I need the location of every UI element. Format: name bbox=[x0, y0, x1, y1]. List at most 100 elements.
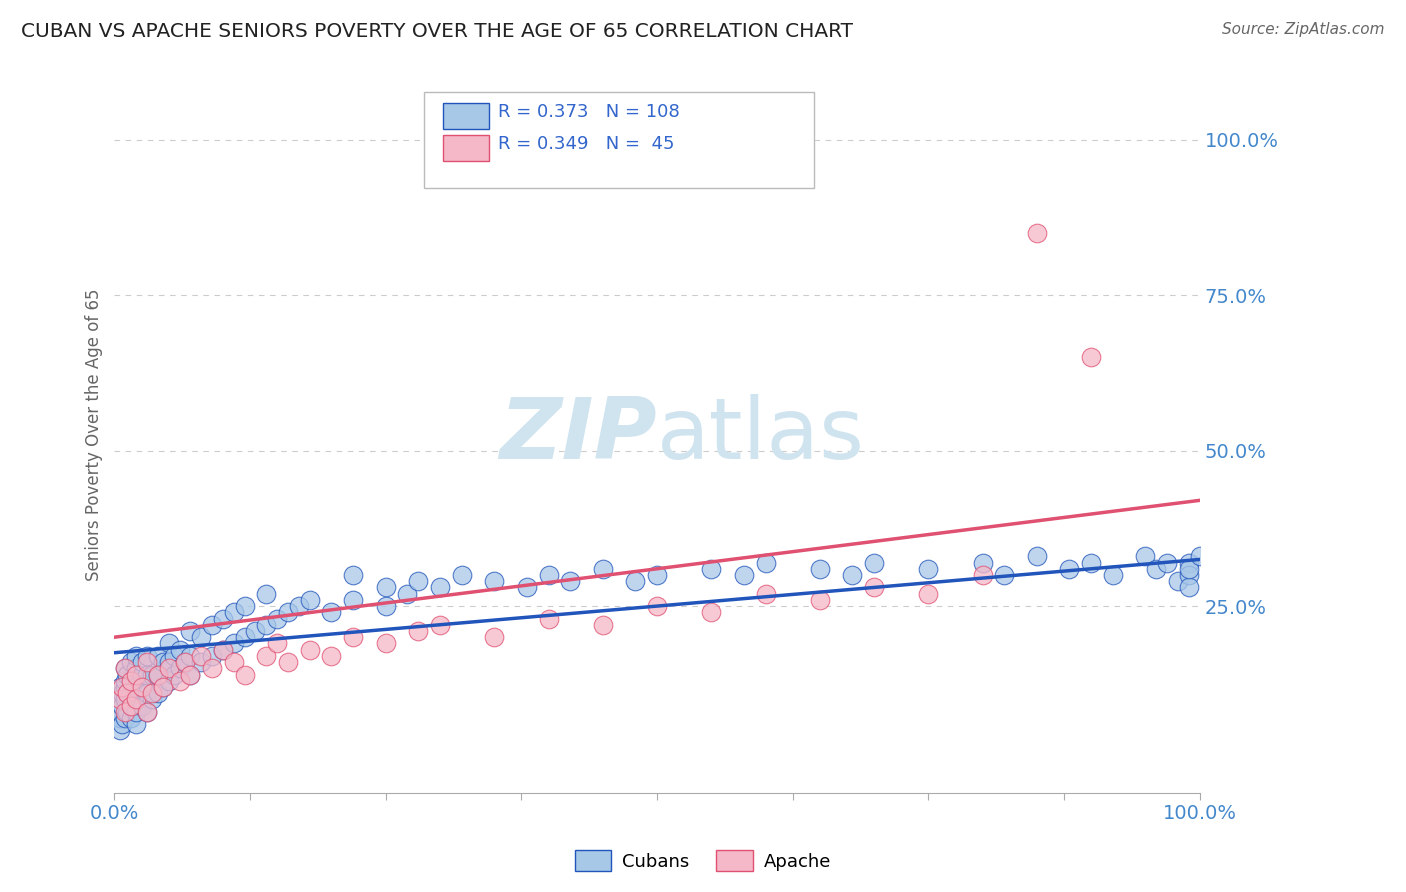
Point bbox=[212, 642, 235, 657]
Point bbox=[624, 574, 647, 589]
Point bbox=[131, 680, 153, 694]
Point bbox=[111, 680, 134, 694]
Point bbox=[342, 593, 364, 607]
Point bbox=[163, 648, 186, 663]
Point bbox=[114, 680, 136, 694]
Point bbox=[125, 692, 148, 706]
Point bbox=[136, 705, 159, 719]
Point bbox=[190, 648, 212, 663]
Point bbox=[972, 556, 994, 570]
Point bbox=[201, 648, 224, 663]
Point bbox=[111, 717, 134, 731]
FancyBboxPatch shape bbox=[443, 103, 489, 129]
Point bbox=[254, 648, 277, 663]
Point bbox=[342, 630, 364, 644]
Point bbox=[972, 568, 994, 582]
Point bbox=[201, 617, 224, 632]
Point bbox=[136, 655, 159, 669]
Point bbox=[863, 581, 886, 595]
Point bbox=[114, 705, 136, 719]
Point bbox=[114, 661, 136, 675]
Point bbox=[233, 599, 256, 613]
Point bbox=[169, 661, 191, 675]
Point bbox=[169, 642, 191, 657]
Point bbox=[152, 680, 174, 694]
Point bbox=[117, 686, 139, 700]
Point bbox=[233, 667, 256, 681]
Point bbox=[146, 648, 169, 663]
Point bbox=[484, 574, 506, 589]
Point bbox=[111, 686, 134, 700]
FancyBboxPatch shape bbox=[443, 136, 489, 161]
Legend: Cubans, Apache: Cubans, Apache bbox=[568, 843, 838, 879]
Point bbox=[136, 667, 159, 681]
Point bbox=[277, 655, 299, 669]
Point bbox=[1080, 556, 1102, 570]
Point bbox=[141, 667, 163, 681]
Text: R = 0.349   N =  45: R = 0.349 N = 45 bbox=[498, 135, 673, 153]
Point bbox=[374, 636, 396, 650]
Point bbox=[163, 667, 186, 681]
Point bbox=[700, 605, 723, 619]
Point bbox=[298, 642, 321, 657]
Point bbox=[131, 655, 153, 669]
Point bbox=[406, 574, 429, 589]
Point bbox=[114, 692, 136, 706]
Point bbox=[288, 599, 311, 613]
Point bbox=[125, 667, 148, 681]
Point bbox=[174, 655, 197, 669]
Point bbox=[222, 636, 245, 650]
Point bbox=[429, 617, 451, 632]
Point bbox=[700, 562, 723, 576]
Point bbox=[917, 587, 939, 601]
Point bbox=[993, 568, 1015, 582]
Point bbox=[108, 692, 131, 706]
FancyBboxPatch shape bbox=[423, 92, 814, 188]
Point bbox=[146, 667, 169, 681]
Point bbox=[179, 667, 201, 681]
Point bbox=[131, 680, 153, 694]
Point bbox=[108, 692, 131, 706]
Point bbox=[157, 673, 180, 688]
Point bbox=[266, 636, 288, 650]
Point bbox=[254, 587, 277, 601]
Point bbox=[190, 655, 212, 669]
Point bbox=[1135, 549, 1157, 564]
Point bbox=[298, 593, 321, 607]
Point bbox=[117, 667, 139, 681]
Point bbox=[201, 661, 224, 675]
Point bbox=[131, 667, 153, 681]
Point bbox=[406, 624, 429, 638]
Point bbox=[117, 705, 139, 719]
Point bbox=[396, 587, 419, 601]
Text: ZIP: ZIP bbox=[499, 393, 657, 476]
Point bbox=[1059, 562, 1081, 576]
Point bbox=[754, 587, 776, 601]
Point bbox=[125, 705, 148, 719]
Point bbox=[157, 661, 180, 675]
Point bbox=[254, 617, 277, 632]
Point bbox=[190, 630, 212, 644]
Point bbox=[179, 624, 201, 638]
Point bbox=[174, 655, 197, 669]
Point bbox=[484, 630, 506, 644]
Point bbox=[114, 673, 136, 688]
Point bbox=[592, 562, 614, 576]
Point bbox=[1178, 581, 1201, 595]
Point bbox=[321, 605, 343, 619]
Point bbox=[120, 673, 142, 688]
Point bbox=[808, 562, 831, 576]
Point bbox=[342, 568, 364, 582]
Point bbox=[111, 698, 134, 713]
Point bbox=[179, 667, 201, 681]
Point bbox=[125, 717, 148, 731]
Point bbox=[1025, 226, 1047, 240]
Point bbox=[120, 673, 142, 688]
Point bbox=[245, 624, 267, 638]
Text: Source: ZipAtlas.com: Source: ZipAtlas.com bbox=[1222, 22, 1385, 37]
Point bbox=[592, 617, 614, 632]
Point bbox=[212, 611, 235, 625]
Point bbox=[141, 692, 163, 706]
Point bbox=[645, 599, 668, 613]
Point bbox=[125, 661, 148, 675]
